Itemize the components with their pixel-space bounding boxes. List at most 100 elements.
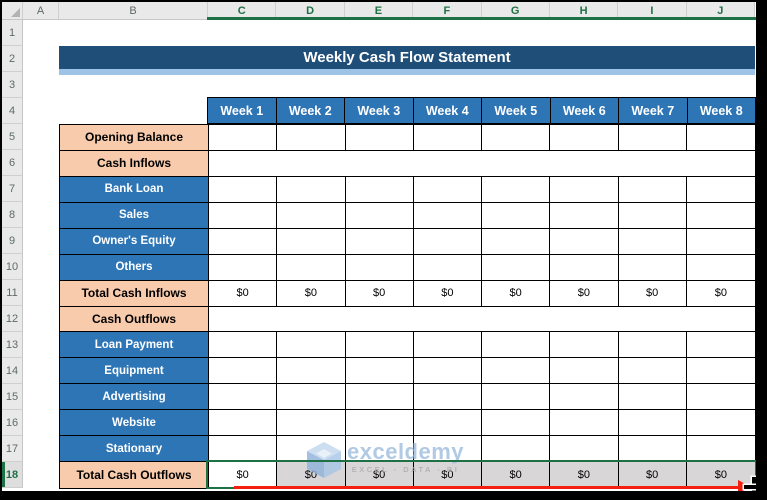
- row-header-1[interactable]: 1: [2, 20, 23, 46]
- data-cell-r14-week2[interactable]: [277, 358, 346, 385]
- column-header-a[interactable]: A: [23, 2, 59, 19]
- data-cell-r15-week2[interactable]: [277, 384, 346, 411]
- row-header-15[interactable]: 15: [2, 384, 23, 410]
- select-all-corner[interactable]: [2, 2, 23, 19]
- data-cell-r15-week4[interactable]: [413, 384, 482, 411]
- week-header-cell-7[interactable]: Week 7: [619, 98, 688, 123]
- data-cell-r9-week4[interactable]: [413, 228, 482, 255]
- column-header-c[interactable]: C: [208, 2, 277, 19]
- data-cell-r17-week1[interactable]: [209, 436, 278, 463]
- row-label-cell-opening-balance[interactable]: Opening Balance: [60, 125, 209, 151]
- data-cell-r16-week5[interactable]: [482, 410, 551, 437]
- data-cell-r5-week6[interactable]: [550, 125, 619, 151]
- row-header-7[interactable]: 7: [2, 176, 23, 202]
- data-cell-r7-week4[interactable]: [413, 176, 482, 203]
- data-cell-r10-week6[interactable]: [550, 254, 619, 281]
- data-cell-r8-week1[interactable]: [209, 202, 278, 229]
- data-cell-r15-week6[interactable]: [550, 384, 619, 411]
- data-cell-r5-week8[interactable]: [686, 125, 755, 151]
- data-cell-r9-week2[interactable]: [277, 228, 346, 255]
- data-cell-r18-week6[interactable]: $0: [550, 462, 619, 488]
- data-cell-r9-week6[interactable]: [550, 228, 619, 255]
- row-label-cell-bank-loan[interactable]: Bank Loan: [60, 176, 209, 203]
- data-cell-r14-week7[interactable]: [618, 358, 687, 385]
- data-cell-r9-week5[interactable]: [482, 228, 551, 255]
- column-header-b[interactable]: B: [59, 2, 208, 19]
- data-cell-r14-week3[interactable]: [345, 358, 414, 385]
- data-cell-r8-week8[interactable]: [686, 202, 755, 229]
- data-cell-r13-week3[interactable]: [345, 332, 414, 359]
- data-cell-r11-week4[interactable]: $0: [413, 280, 482, 307]
- data-cell-r7-week6[interactable]: [550, 176, 619, 203]
- selection-range-border[interactable]: [206, 460, 759, 491]
- data-cell-r11-week6[interactable]: $0: [550, 280, 619, 307]
- week-header-cell-3[interactable]: Week 3: [345, 98, 414, 123]
- row-header-17[interactable]: 17: [2, 436, 23, 462]
- data-cell-r15-week3[interactable]: [345, 384, 414, 411]
- week-header-cell-8[interactable]: Week 8: [687, 98, 755, 123]
- data-cell-r8-week7[interactable]: [618, 202, 687, 229]
- week-header-cell-1[interactable]: Week 1: [208, 98, 277, 123]
- column-header-j[interactable]: J: [687, 2, 755, 19]
- row-header-8[interactable]: 8: [2, 202, 23, 228]
- row-label-cell-total-cash-inflows[interactable]: Total Cash Inflows: [60, 280, 209, 307]
- data-cell-r18-week7[interactable]: $0: [618, 462, 687, 488]
- data-cell-r11-week5[interactable]: $0: [482, 280, 551, 307]
- data-cell-r15-week8[interactable]: [686, 384, 755, 411]
- data-cell-r14-week6[interactable]: [550, 358, 619, 385]
- column-header-d[interactable]: D: [276, 2, 345, 19]
- row-label-cell-others[interactable]: Others: [60, 254, 209, 281]
- data-cell-r13-week5[interactable]: [482, 332, 551, 359]
- data-cell-r7-week7[interactable]: [618, 176, 687, 203]
- data-cell-r7-week5[interactable]: [482, 176, 551, 203]
- row-label-cell-cash-outflows[interactable]: Cash Outflows: [60, 306, 209, 333]
- row-label-cell-loan-payment[interactable]: Loan Payment: [60, 332, 209, 359]
- data-cell-r9-week8[interactable]: [686, 228, 755, 255]
- column-header-h[interactable]: H: [550, 2, 619, 19]
- data-cell-r13-week6[interactable]: [550, 332, 619, 359]
- row-label-cell-cash-inflows[interactable]: Cash Inflows: [60, 150, 209, 177]
- data-cell-r16-week8[interactable]: [686, 410, 755, 437]
- row-label-cell-website[interactable]: Website: [60, 410, 209, 437]
- data-cell-r10-week4[interactable]: [413, 254, 482, 281]
- data-cell-r5-week7[interactable]: [618, 125, 687, 151]
- data-cell-r18-week3[interactable]: $0: [345, 462, 414, 488]
- data-cell-r18-week5[interactable]: $0: [482, 462, 551, 488]
- data-cell-r9-week1[interactable]: [209, 228, 278, 255]
- data-cell-r8-week6[interactable]: [550, 202, 619, 229]
- week-header-cell-2[interactable]: Week 2: [276, 98, 345, 123]
- title-banner-cell[interactable]: Weekly Cash Flow Statement: [59, 46, 755, 69]
- data-cell-r5-week1[interactable]: [209, 125, 278, 151]
- row-label-cell-advertising[interactable]: Advertising: [60, 384, 209, 411]
- row-label-cell-sales[interactable]: Sales: [60, 202, 209, 229]
- data-cell-r5-week2[interactable]: [277, 125, 346, 151]
- data-cell-r14-week1[interactable]: [209, 358, 278, 385]
- row-header-16[interactable]: 16: [2, 410, 23, 436]
- data-cell-r13-week7[interactable]: [618, 332, 687, 359]
- data-cell-r11-week8[interactable]: $0: [686, 280, 755, 307]
- row-header-10[interactable]: 10: [2, 254, 23, 280]
- data-cell-r10-week7[interactable]: [618, 254, 687, 281]
- row-header-12[interactable]: 12: [2, 306, 23, 332]
- column-header-f[interactable]: F: [413, 2, 482, 19]
- data-cell-r15-week7[interactable]: [618, 384, 687, 411]
- row-label-cell-owner-s-equity[interactable]: Owner's Equity: [60, 228, 209, 255]
- data-cell-r16-week3[interactable]: [345, 410, 414, 437]
- column-header-i[interactable]: I: [618, 2, 687, 19]
- data-cell-r11-week7[interactable]: $0: [618, 280, 687, 307]
- row-label-cell-stationary[interactable]: Stationary: [60, 436, 209, 463]
- data-cell-r9-week3[interactable]: [345, 228, 414, 255]
- data-cell-r8-week5[interactable]: [482, 202, 551, 229]
- merged-blank-cell-row-12[interactable]: [209, 306, 755, 333]
- data-cell-r5-week3[interactable]: [345, 125, 414, 151]
- data-cell-r16-week1[interactable]: [209, 410, 278, 437]
- data-cell-r13-week8[interactable]: [686, 332, 755, 359]
- data-cell-r16-week2[interactable]: [277, 410, 346, 437]
- row-header-14[interactable]: 14: [2, 358, 23, 384]
- data-cell-r8-week3[interactable]: [345, 202, 414, 229]
- data-cell-r7-week3[interactable]: [345, 176, 414, 203]
- row-header-9[interactable]: 9: [2, 228, 23, 254]
- data-cell-r17-week3[interactable]: [345, 436, 414, 463]
- data-cell-r5-week5[interactable]: [482, 125, 551, 151]
- row-header-13[interactable]: 13: [2, 332, 23, 358]
